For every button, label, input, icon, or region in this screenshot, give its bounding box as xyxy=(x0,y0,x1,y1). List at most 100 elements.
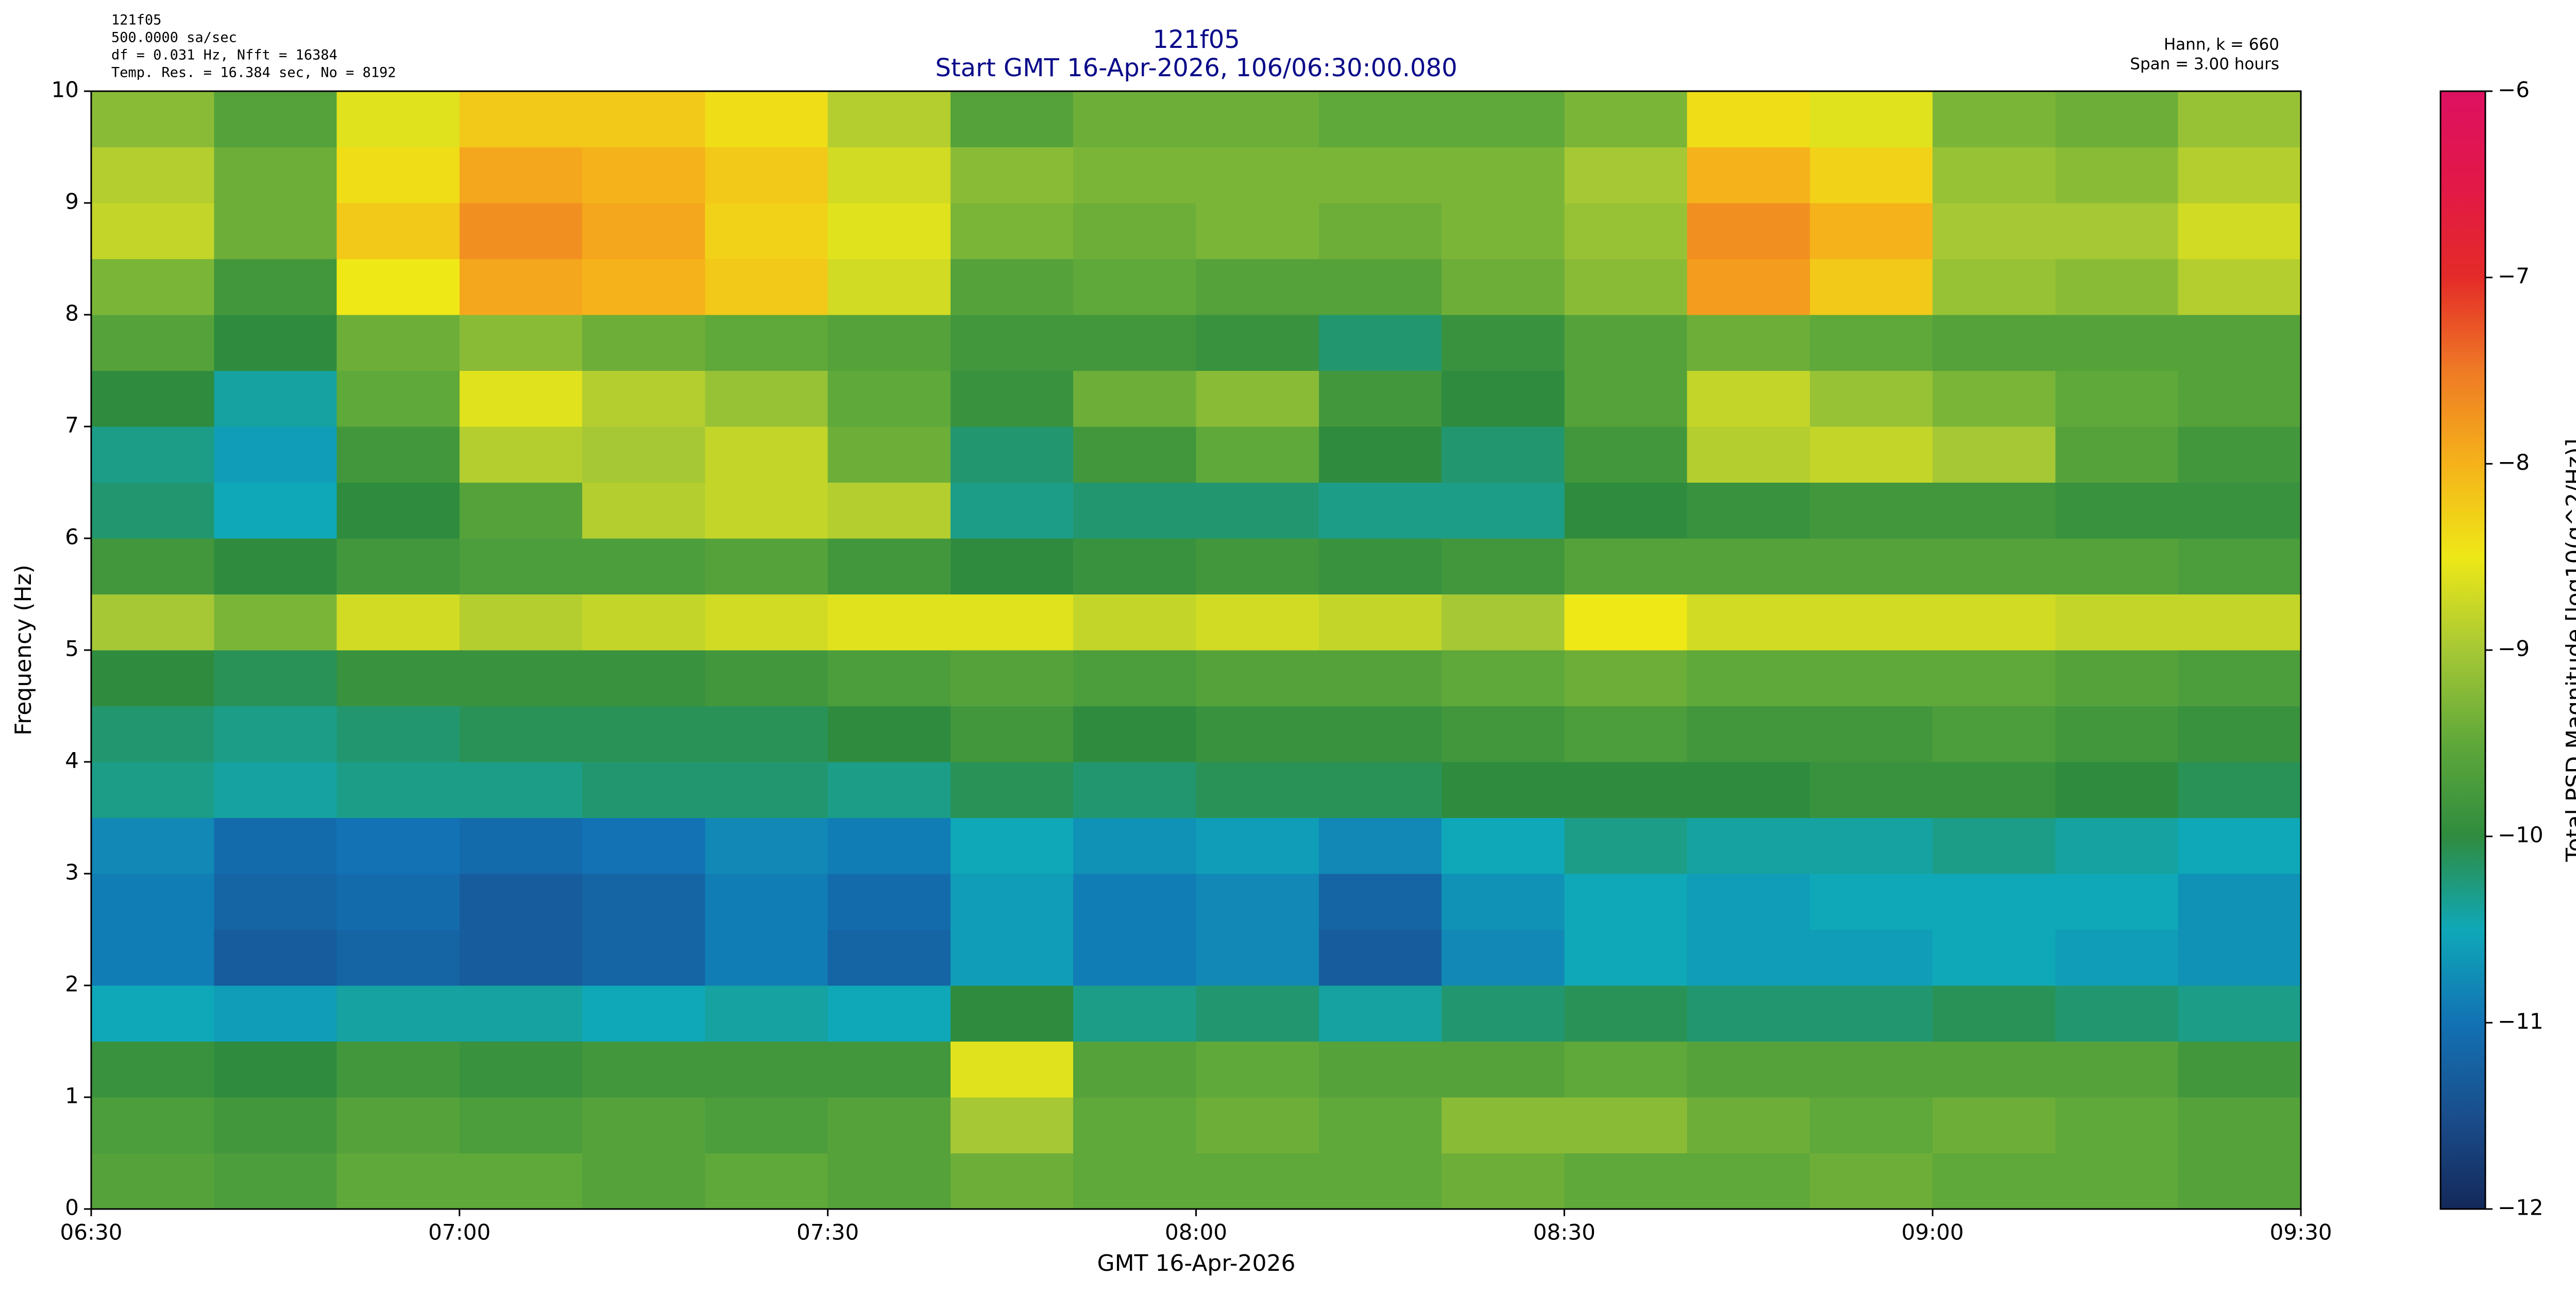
heatmap-cell xyxy=(582,706,705,762)
heatmap-cell xyxy=(705,929,828,986)
heatmap-cell xyxy=(950,315,1074,371)
y-tick-label: 5 xyxy=(65,636,79,661)
heatmap-cell xyxy=(1073,650,1196,706)
heatmap-cell xyxy=(1442,594,1565,651)
heatmap-cell xyxy=(459,203,583,259)
heatmap-cell xyxy=(1196,1153,1319,1210)
heatmap-cell xyxy=(91,147,214,203)
heatmap-cell xyxy=(1687,1153,1810,1210)
heatmap-cell xyxy=(1442,91,1565,147)
heatmap-cell xyxy=(2055,762,2179,818)
heatmap-cell xyxy=(827,818,951,874)
heatmap-cell xyxy=(1442,259,1565,315)
heatmap-cell xyxy=(705,427,828,483)
heatmap-cell xyxy=(214,259,337,315)
heatmap-cell xyxy=(1933,1153,2056,1210)
heatmap-cell xyxy=(459,706,583,762)
heatmap-cell xyxy=(1687,370,1810,427)
heatmap-cell xyxy=(2178,147,2301,203)
x-tick-label: 09:30 xyxy=(2269,1220,2332,1245)
heatmap-cell xyxy=(1809,1153,1933,1210)
heatmap-cell xyxy=(950,259,1074,315)
heatmap-cell xyxy=(2055,1153,2179,1210)
heatmap-cell xyxy=(2055,370,2179,427)
heatmap-cell xyxy=(1809,762,1933,818)
heatmap-cell xyxy=(827,203,951,259)
colorbar-tick-label: −7 xyxy=(2498,263,2530,288)
heatmap-cell xyxy=(1196,1041,1319,1098)
heatmap-cell xyxy=(950,370,1074,427)
heatmap-cell xyxy=(582,427,705,483)
heatmap-cell xyxy=(1809,706,1933,762)
heatmap-cell xyxy=(1933,594,2056,651)
heatmap-cell xyxy=(214,874,337,930)
heatmap-cell xyxy=(1564,370,1688,427)
heatmap-cell xyxy=(1318,427,1442,483)
heatmap-cell xyxy=(91,818,214,874)
heatmap-cell xyxy=(2178,203,2301,259)
heatmap-cell xyxy=(91,538,214,594)
heatmap-cell xyxy=(950,91,1074,147)
heatmap-cell xyxy=(1442,427,1565,483)
heatmap-cell xyxy=(1809,147,1933,203)
heatmap-cell xyxy=(91,203,214,259)
y-tick-label: 8 xyxy=(65,301,79,326)
heatmap-cell xyxy=(1318,818,1442,874)
heatmap-cell xyxy=(1809,650,1933,706)
heatmap-cell xyxy=(459,370,583,427)
heatmap-cell xyxy=(1933,370,2056,427)
heatmap-cell xyxy=(2055,818,2179,874)
heatmap-cell xyxy=(336,203,460,259)
heatmap-cell xyxy=(705,874,828,930)
heatmap-cell xyxy=(1073,147,1196,203)
heatmap-cell xyxy=(1687,91,1810,147)
heatmap-cell xyxy=(336,91,460,147)
heatmap-cell xyxy=(1442,1153,1565,1210)
heatmap-cell xyxy=(336,538,460,594)
heatmap-cell xyxy=(582,315,705,371)
heatmap-cell xyxy=(2055,315,2179,371)
heatmap-cell xyxy=(2178,929,2301,986)
heatmap-cell xyxy=(582,1041,705,1098)
heatmap-cell xyxy=(1564,1097,1688,1153)
heatmap-cell xyxy=(950,482,1074,539)
heatmap-cell xyxy=(1933,874,2056,930)
heatmap-cell xyxy=(1318,650,1442,706)
heatmap-cell xyxy=(1318,91,1442,147)
heatmap-cell xyxy=(1073,985,1196,1042)
heatmap-cell xyxy=(2178,427,2301,483)
heatmap-cell xyxy=(1442,985,1565,1042)
heatmap-cell xyxy=(1073,259,1196,315)
colorbar-tick-label: −6 xyxy=(2498,77,2530,103)
heatmap-cell xyxy=(336,874,460,930)
heatmap-cell xyxy=(1318,985,1442,1042)
heatmap-cell xyxy=(705,1041,828,1098)
heatmap-cell xyxy=(1933,985,2056,1042)
heatmap-cell xyxy=(1564,929,1688,986)
heatmap-cell xyxy=(1318,1097,1442,1153)
heatmap-cell xyxy=(1564,427,1688,483)
heatmap-cell xyxy=(459,1097,583,1153)
heatmap-cell xyxy=(1564,91,1688,147)
x-tick-label: 07:00 xyxy=(428,1220,490,1245)
heatmap-cell xyxy=(1809,1041,1933,1098)
heatmap-cell xyxy=(2178,1041,2301,1098)
heatmap-cell xyxy=(91,594,214,651)
heatmap-cell xyxy=(2178,594,2301,651)
heatmap-cell xyxy=(1687,538,1810,594)
heatmap-cell xyxy=(1687,1097,1810,1153)
heatmap-cell xyxy=(1933,482,2056,539)
heatmap-cell xyxy=(582,762,705,818)
heatmap-cell xyxy=(336,147,460,203)
heatmap-cell xyxy=(950,538,1074,594)
y-axis-label: Frequency (Hz) xyxy=(10,565,37,736)
heatmap-cell xyxy=(91,427,214,483)
heatmap-cell xyxy=(1318,370,1442,427)
heatmap-cell xyxy=(459,818,583,874)
heatmap-cell xyxy=(950,985,1074,1042)
heatmap-cell xyxy=(1933,1041,2056,1098)
heatmap-cell xyxy=(827,315,951,371)
heatmap-cell xyxy=(1442,370,1565,427)
info-line: 500.0000 sa/sec xyxy=(111,30,237,46)
heatmap-cell xyxy=(91,1041,214,1098)
